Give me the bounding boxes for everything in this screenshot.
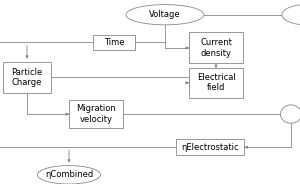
FancyBboxPatch shape [3, 62, 51, 93]
Text: ηCombined: ηCombined [45, 170, 93, 179]
FancyBboxPatch shape [176, 139, 244, 155]
Text: Electrical
field: Electrical field [196, 73, 236, 93]
Ellipse shape [126, 5, 204, 25]
FancyBboxPatch shape [69, 100, 123, 128]
FancyBboxPatch shape [189, 68, 243, 98]
FancyBboxPatch shape [93, 35, 135, 50]
Text: Voltage: Voltage [149, 10, 181, 19]
Text: Particle
Charge: Particle Charge [11, 68, 43, 87]
FancyBboxPatch shape [189, 32, 243, 63]
Text: ηElectrostatic: ηElectrostatic [181, 143, 239, 152]
Text: Migration
velocity: Migration velocity [76, 104, 116, 124]
Text: Time: Time [104, 38, 124, 47]
Ellipse shape [280, 105, 300, 123]
Ellipse shape [282, 5, 300, 25]
Text: Current
density: Current density [200, 38, 232, 58]
Ellipse shape [38, 166, 100, 184]
